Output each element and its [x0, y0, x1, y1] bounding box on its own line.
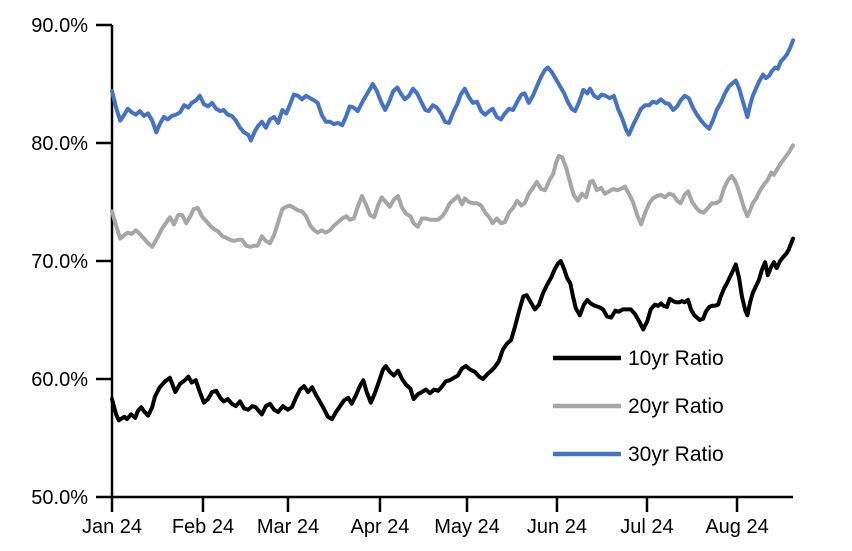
legend-item-10yr-ratio: 10yr Ratio: [553, 347, 724, 370]
x-tick-label: May 24: [434, 516, 500, 538]
series-lines: [110, 38, 795, 423]
legend-item-30yr-ratio: 30yr Ratio: [553, 443, 724, 466]
legend-item-20yr-ratio: 20yr Ratio: [553, 395, 724, 418]
y-tick-label: 80.0%: [31, 133, 88, 155]
legend: 10yr Ratio 20yr Ratio 30yr Ratio: [553, 347, 724, 466]
legend-label-10yr: 10yr Ratio: [628, 347, 724, 370]
x-tick-label: Aug 24: [705, 516, 768, 538]
y-tick-label: 50.0%: [31, 487, 88, 509]
y-axis-ticks: 90.0% 80.0% 70.0% 60.0% 50.0%: [31, 15, 112, 509]
x-tick-label: Jun 24: [527, 516, 587, 538]
series-line-30yr-ratio: [110, 38, 795, 143]
axes: [110, 25, 793, 499]
legend-label-20yr: 20yr Ratio: [628, 395, 724, 418]
y-tick-label: 60.0%: [31, 369, 88, 391]
x-tick-label: Jan 24: [82, 516, 142, 538]
series-line-10yr-ratio: [110, 236, 795, 423]
x-tick-label: Apr 24: [351, 516, 410, 538]
x-tick-label: Feb 24: [172, 516, 234, 538]
legend-label-30yr: 30yr Ratio: [628, 443, 724, 466]
x-tick-label: Jul 24: [620, 516, 673, 538]
x-tick-label: Mar 24: [257, 516, 319, 538]
x-axis-ticks: Jan 24 Feb 24 Mar 24 Apr 24 May 24 Jun 24 Jul …: [82, 497, 769, 538]
y-tick-label: 90.0%: [31, 15, 88, 37]
series-line-20yr-ratio: [110, 143, 795, 249]
y-tick-label: 70.0%: [31, 251, 88, 273]
